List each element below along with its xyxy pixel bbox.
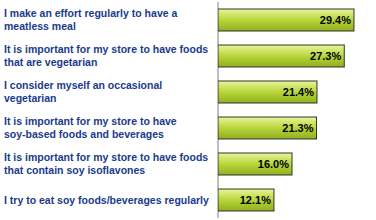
data-label: 27.3% [310, 50, 341, 62]
category-label: I try to eat soy foods/beverages regular… [4, 194, 209, 206]
category-label: It is important for my store to have foo… [4, 43, 208, 68]
category-label: It is important for my store to have foo… [4, 151, 208, 176]
category-label: I consider myself an occasionalvegetaria… [4, 79, 162, 104]
data-label: 21.4% [283, 86, 314, 98]
data-label: 21.3% [282, 122, 313, 134]
bars [218, 9, 354, 211]
bar [218, 9, 354, 31]
bar [218, 45, 344, 67]
chart-container: 29.4% I make an effort regularly to have … [0, 0, 376, 220]
bar [218, 81, 317, 103]
bar [218, 189, 274, 211]
category-label: It is important for my store to havesoy-… [4, 115, 177, 140]
data-label: 16.0% [258, 158, 289, 170]
labels: 29.4% I make an effort regularly to have … [4, 7, 351, 206]
data-label: 12.1% [240, 194, 271, 206]
bar [218, 117, 317, 139]
category-label: I make an effort regularly to have ameat… [4, 7, 177, 32]
value-axis-line [218, 2, 219, 218]
data-label: 29.4% [320, 14, 351, 26]
bar [218, 153, 292, 175]
chart: 29.4% I make an effort regularly to have … [0, 0, 376, 220]
